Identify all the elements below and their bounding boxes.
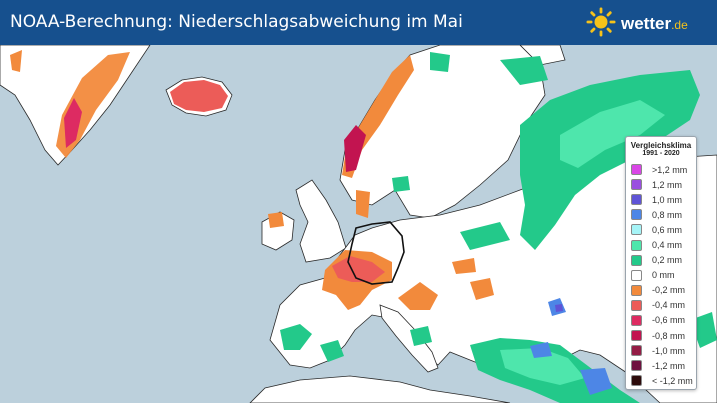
legend-swatch [631,224,642,236]
legend-item: 0 mm [631,268,697,283]
anomaly-greece-dry [470,278,494,300]
legend-item: < -1,2 mm [631,373,697,388]
legend-item: 0,6 mm [631,222,697,237]
legend-item: 0,2 mm [631,253,697,268]
anomaly-greenland-dry-west [10,50,22,72]
anomaly-anatolia-wet [530,342,552,358]
legend-item: 0,8 mm [631,207,697,222]
legend-label: 0 mm [652,270,675,281]
anomaly-italy-wet [410,326,432,346]
anomaly-iran-wet [580,368,612,395]
anomaly-iberia-wet [320,340,344,362]
anomaly-benelux-dry [356,190,370,218]
legend-item: -1,0 mm [631,343,697,358]
legend-label: 0,8 mm [652,209,683,220]
anomaly-finland-wet [430,52,450,72]
anomaly-baltic-wet [460,222,510,250]
legend-swatch [631,254,642,266]
legend-item: -0,8 mm [631,328,697,343]
legend-label: 0,2 mm [652,255,683,266]
legend-swatch [631,269,642,281]
legend-swatch [631,194,642,206]
legend-item: -0,6 mm [631,313,697,328]
legend-label: -0,2 mm [652,285,686,296]
legend-label: 1,2 mm [652,179,683,190]
legend-item: -0,2 mm [631,283,697,298]
land-italy [379,304,439,373]
legend-swatch [631,239,642,251]
legend-item: 1,0 mm [631,192,697,207]
legend-swatch [631,299,642,311]
anomaly-germany-very-dry [332,256,385,282]
anomaly-romania-dry [452,258,476,274]
header-bar: NOAA-Berechnung: Niederschlagsabweichung… [0,0,717,45]
land-great-britain [295,179,347,263]
wetter-logo[interactable]: wetter.de [585,6,705,40]
anomaly-fields [10,50,717,403]
precipitation-map [0,45,717,403]
legend-label: < -1,2 mm [652,375,693,386]
land-continent [269,154,717,403]
legend-label: -1,0 mm [652,345,686,356]
anomaly-greenland-very-dry [64,98,82,148]
legend-label: -0,4 mm [652,300,686,311]
legend-swatch [631,360,642,372]
legend-swatch [631,330,642,342]
land-north-africa [249,375,511,403]
anomaly-iceland [170,80,228,112]
legend-label: >1,2 mm [652,164,688,175]
legend-items: >1,2 mm 1,2 mm 1,0 mm 0,8 mm 0,6 mm 0,4 mm 0,2… [631,162,697,388]
legend-period: 1991 - 2020 [642,150,680,157]
anomaly-caucasus-very-wet [555,304,563,312]
legend-label: 0,4 mm [652,240,683,251]
map-legend: Vergleichsklima 1991 - 2020 >1,2 mm 1,2 m… [625,136,697,390]
legend-item: >1,2 mm [631,162,697,177]
anomaly-britain-dry [268,212,284,228]
legend-label: -0,6 mm [652,315,686,326]
legend-swatch [631,209,642,221]
legend-swatch [631,375,642,387]
legend-swatch [631,314,642,326]
sun-icon [586,7,616,37]
legend-item: 1,2 mm [631,177,697,192]
anomaly-norway-very-dry [344,125,366,172]
germany-border [347,221,405,285]
legend-swatch [631,345,642,357]
legend-label: 0,6 mm [652,224,683,235]
legend-item: -1,2 mm [631,358,697,373]
anomaly-balkan-dry [398,282,438,310]
legend-item: 0,4 mm [631,237,697,252]
anomaly-turkey-wetter [500,348,585,385]
logo-wordmark: wetter.de [621,14,688,33]
legend-swatch [631,179,642,191]
legend-label: 1,0 mm [652,194,683,205]
page-title: NOAA-Berechnung: Niederschlagsabweichung… [10,12,463,32]
anomaly-karelia-wet [500,56,548,85]
legend-swatch [631,284,642,296]
anomaly-russia-wetter [560,100,665,168]
legend-item: -0,4 mm [631,298,697,313]
legend-label: -0,8 mm [652,330,686,341]
legend-title: Vergleichsklima [630,141,692,150]
anomaly-sweden-wet [392,176,410,192]
anomaly-spain-wet [280,324,312,350]
legend-label: -1,2 mm [652,360,686,371]
legend-swatch [631,164,642,176]
